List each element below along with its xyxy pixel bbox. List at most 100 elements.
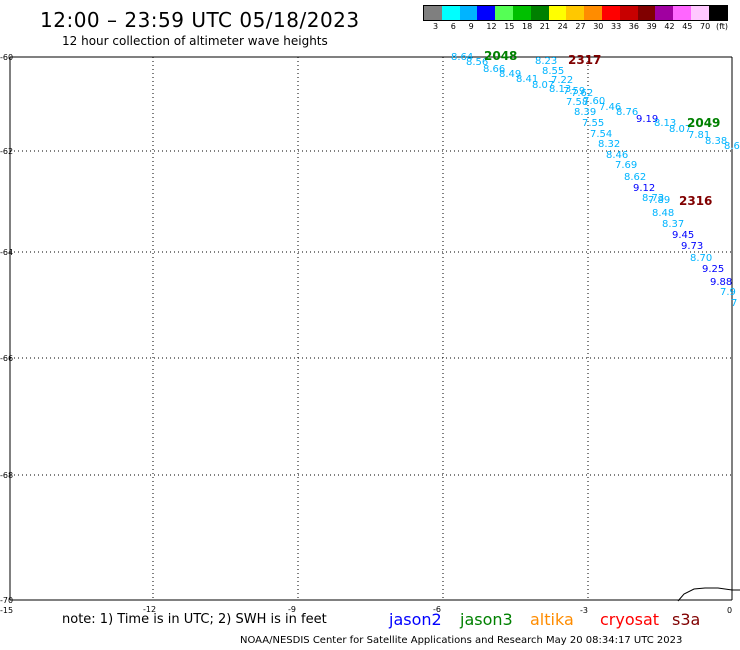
wave-height-value: 9.45 xyxy=(672,230,694,241)
wave-height-value: 8.38 xyxy=(705,136,727,147)
wave-height-value: 8.07 xyxy=(532,80,554,91)
color-scale-label: 12 xyxy=(486,22,497,31)
color-scale-cell xyxy=(601,6,620,20)
latitude-label: -70 xyxy=(0,596,13,605)
wave-height-value: 7.9 xyxy=(720,287,736,298)
color-scale-label: 9 xyxy=(468,22,474,31)
wave-height-value: 9.12 xyxy=(633,183,655,194)
wave-height-value: 8.76 xyxy=(616,107,638,118)
wave-height-value: 8.64 xyxy=(451,52,473,63)
latitude-label: -60 xyxy=(0,53,13,62)
wave-height-value: 8.32 xyxy=(598,139,620,150)
longitude-label: -3 xyxy=(580,606,588,615)
color-scale-label: 39 xyxy=(646,22,657,31)
color-scale-cell xyxy=(548,6,567,20)
wave-height-value: 7.22 xyxy=(551,75,573,86)
pass-label: 2317 xyxy=(568,53,601,67)
wave-height-value: 7.89 xyxy=(648,195,670,206)
color-scale-label: 3 xyxy=(433,22,439,31)
wave-height-value: 7.54 xyxy=(590,129,612,140)
color-scale-label: 6 xyxy=(450,22,456,31)
color-scale-cell xyxy=(512,6,531,20)
satellite-legend-jason3: jason3 xyxy=(460,610,513,629)
color-scale-cell xyxy=(673,6,691,20)
wave-height-value: 9.88 xyxy=(710,277,732,288)
wave-height-value: 7.58 xyxy=(566,97,588,108)
footer-credit: NOAA/NESDIS Center for Satellite Applica… xyxy=(240,635,683,646)
longitude-label: -6 xyxy=(433,605,441,614)
wave-height-value: 9.25 xyxy=(702,264,724,275)
pass-labels: 2048 2317 2049 2316 xyxy=(484,49,720,208)
color-scale-unit: (ft) xyxy=(716,22,729,31)
color-scale-label: 15 xyxy=(504,22,515,31)
longitude-label: 0 xyxy=(727,606,732,615)
color-scale-cell xyxy=(566,6,585,20)
longitude-label: -15 xyxy=(0,606,13,615)
wave-height-value: 8.13 xyxy=(654,118,676,129)
color-scale-label: 70 xyxy=(700,22,711,31)
wave-height-value: 7.81 xyxy=(688,130,710,141)
latitude-label: -62 xyxy=(0,147,13,156)
color-scale-cell xyxy=(424,6,442,20)
wave-height-value: 8.13 xyxy=(549,84,571,95)
satellite-legend-altika: altika xyxy=(530,610,574,629)
wave-height-value: 8.55 xyxy=(542,66,564,77)
color-scale-cell xyxy=(655,6,674,20)
color-scale-cell xyxy=(441,6,460,20)
map-grid xyxy=(9,56,733,601)
color-scale-cell xyxy=(530,6,549,20)
page-title: 12:00 – 23:59 UTC 05/18/2023 xyxy=(40,8,360,32)
wave-height-value: 8.70 xyxy=(690,253,712,264)
color-scale-cell xyxy=(619,6,638,20)
color-scale-label: 36 xyxy=(628,22,639,31)
color-scale-label: 33 xyxy=(611,22,622,31)
wave-height-value: 8.49 xyxy=(499,69,521,80)
pass-label: 2316 xyxy=(679,194,712,208)
color-scale-cell xyxy=(584,6,602,20)
color-scale-label: 42 xyxy=(664,22,675,31)
longitude-label: -9 xyxy=(288,605,296,614)
wave-height-value: 7.62 xyxy=(571,88,593,99)
color-scale-cell xyxy=(708,6,727,20)
color-scale-bar xyxy=(423,5,728,21)
latitude-label: -66 xyxy=(0,354,13,363)
color-scale-cell xyxy=(477,6,496,20)
wave-height-points: 8.648.568.668.498.418.078.138.238.557.22… xyxy=(451,52,740,309)
wave-height-value: 9.73 xyxy=(681,241,703,252)
satellite-legend-jason2: jason2 xyxy=(389,610,442,629)
wave-height-value: 8.07 xyxy=(669,124,691,135)
wave-height-value: 7.55 xyxy=(582,118,604,129)
color-scale-cell xyxy=(459,6,478,20)
color-scale-label: 18 xyxy=(522,22,533,31)
map-axis-labels: -60 -62 -64 -66 -68 -70-15 -12 -9 -6 -3 0 xyxy=(0,53,732,615)
wave-height-value: 8.48 xyxy=(652,208,674,219)
satellite-legend-s3a: s3a xyxy=(672,610,701,629)
color-scale-cell xyxy=(637,6,656,20)
page-subtitle: 12 hour collection of altimeter wave hei… xyxy=(62,34,328,48)
wave-height-value: 8.37 xyxy=(662,219,684,230)
wave-height-value: 8.56 xyxy=(466,57,488,68)
wave-height-value: 8.46 xyxy=(606,150,628,161)
wave-height-value: 7 xyxy=(731,298,737,309)
color-scale-label: 24 xyxy=(557,22,568,31)
satellite-legend-cryosat: cryosat xyxy=(600,610,660,629)
color-scale-label: 21 xyxy=(539,22,550,31)
color-scale-label: 30 xyxy=(593,22,604,31)
wave-height-value: 8.73 xyxy=(642,193,664,204)
color-scale-label: 45 xyxy=(682,22,693,31)
wave-height-value: 8.39 xyxy=(574,107,596,118)
wave-height-value: 9.19 xyxy=(636,114,658,125)
wave-height-value: 8.66 xyxy=(483,64,505,75)
coastline xyxy=(677,587,740,602)
wave-height-value: 7.60 xyxy=(583,96,605,107)
wave-height-value: 7.46 xyxy=(599,102,621,113)
wave-height-value: 8.62 xyxy=(624,172,646,183)
pass-label: 2048 xyxy=(484,49,517,63)
color-scale-cell xyxy=(495,6,513,20)
color-scale-label: 27 xyxy=(575,22,586,31)
wave-height-value: 7.69 xyxy=(615,160,637,171)
latitude-label: -64 xyxy=(0,248,13,257)
wave-height-value: 8.6 xyxy=(724,141,740,152)
wave-height-value: 8.23 xyxy=(535,56,557,67)
